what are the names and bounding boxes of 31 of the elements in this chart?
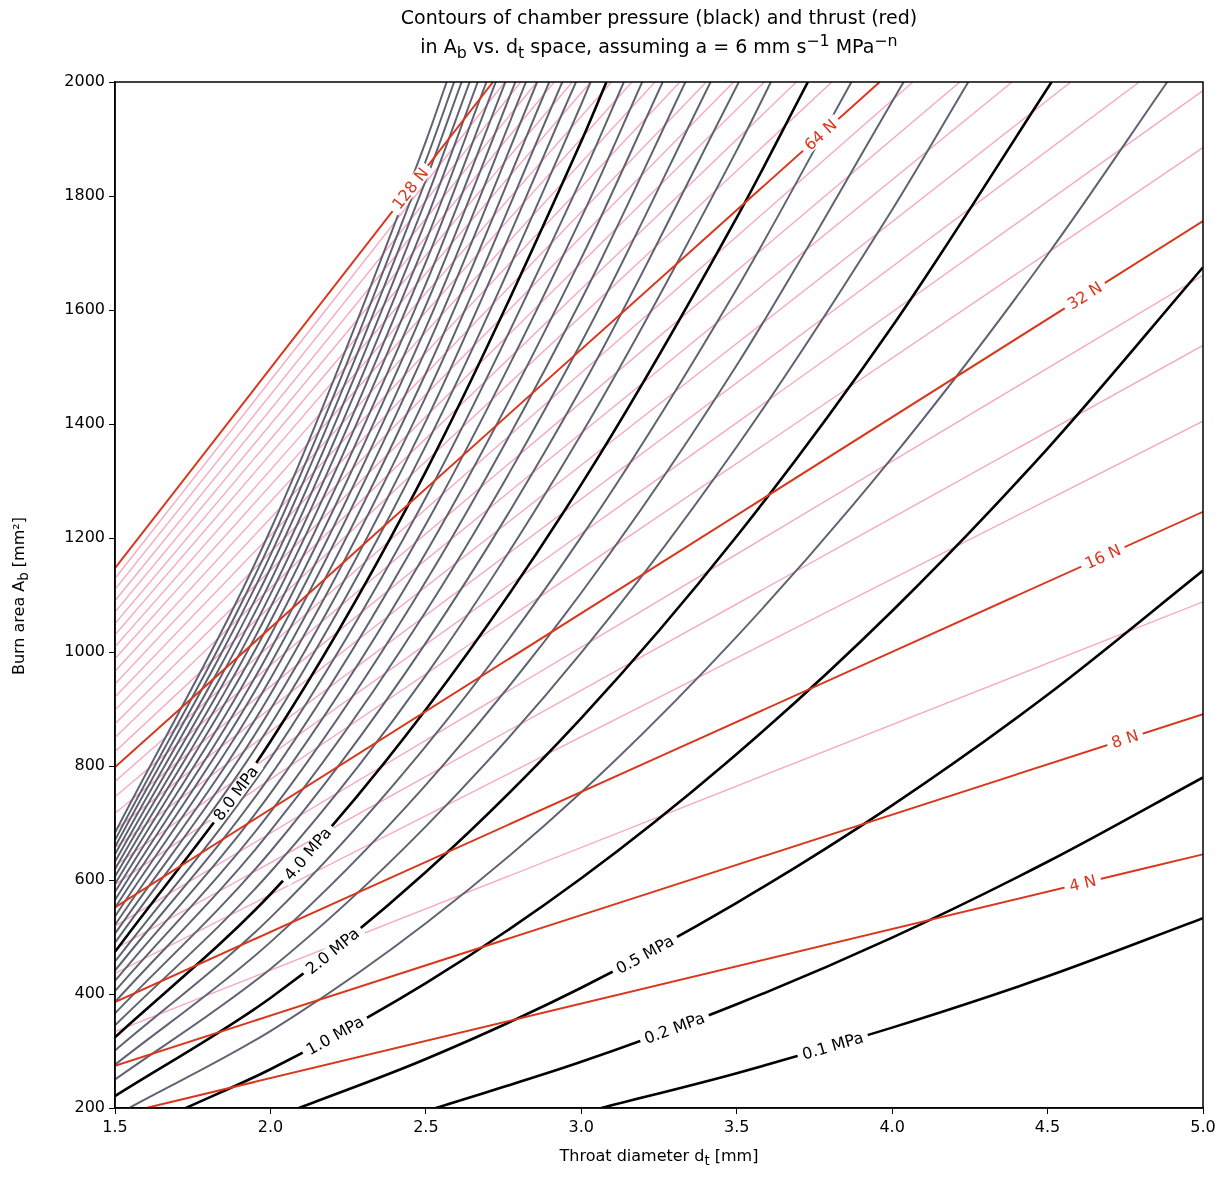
- y-tick-label: 1400: [64, 413, 105, 433]
- y-tick-label: 1800: [64, 185, 105, 205]
- annotation: 0.1 MPa: [799, 1027, 866, 1064]
- chart-title: Contours of chamber pressure (black) and thrust (red) in A$_{b}$ vs. d$_{t}$ space, assuming a = 6 mm s$^{−1}$ MPa$^{−n}$: [400, 6, 918, 63]
- x-tick-label: 3.0: [568, 1116, 595, 1136]
- x-tick-label: 4.0: [879, 1116, 905, 1136]
- x-axis-title: Throat diameter d$_{t}$ [mm]: [558, 1146, 760, 1169]
- y-tick-label: 400: [74, 983, 105, 1003]
- y-tick-label: 600: [74, 869, 105, 889]
- annotation: 8 N: [1108, 725, 1141, 753]
- y-tick-label: 2000: [64, 71, 105, 91]
- x-tick-label: 4.5: [1034, 1116, 1061, 1136]
- y-tick-label: 1600: [64, 299, 105, 319]
- annotation: 4.0 MPa: [279, 823, 336, 884]
- annotation: 0.5 MPa: [612, 930, 678, 978]
- annotation: 16 N: [1081, 540, 1124, 573]
- x-tick-label: 2.0: [257, 1116, 284, 1136]
- annotation: 32 N: [1063, 277, 1106, 314]
- annotation: 1.0 MPa: [302, 1011, 368, 1059]
- y-tick-label: 800: [74, 755, 105, 775]
- annotation: 2.0 MPa: [301, 923, 363, 979]
- x-tick-label: 2.5: [413, 1116, 439, 1136]
- x-tick-label: 3.5: [723, 1116, 750, 1136]
- x-tick-label: 5.0: [1190, 1116, 1216, 1136]
- y-tick-label: 1200: [64, 527, 105, 547]
- annotation: 4 N: [1067, 870, 1099, 896]
- annotation: 0.2 MPa: [641, 1008, 708, 1048]
- annotation: 64 N: [800, 115, 841, 155]
- y-tick-label: 200: [74, 1097, 105, 1117]
- x-tick-label: 1.5: [102, 1116, 128, 1136]
- y-tick-label: 1000: [64, 641, 105, 661]
